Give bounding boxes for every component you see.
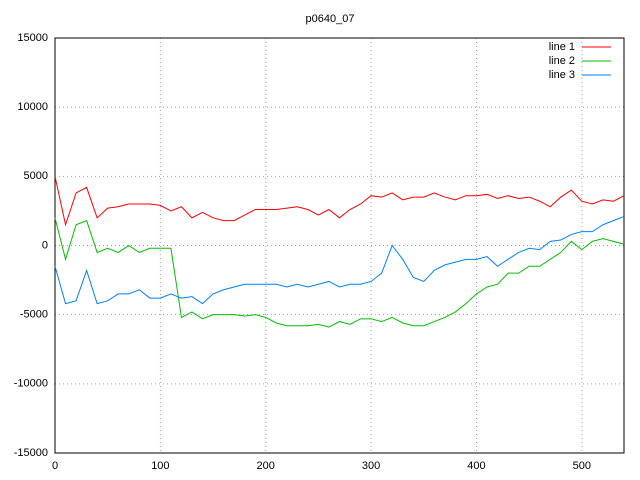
series-line [54,215,625,305]
legend-label: line 2 [549,55,575,67]
legend-label: line 1 [549,41,575,53]
y-tick-label: -15000 [14,447,48,459]
x-tick-label: 400 [467,460,485,472]
y-tick-label: 15000 [17,32,48,44]
y-tick-label: 5000 [24,170,48,182]
y-tick-label: 0 [42,239,48,251]
series-line [54,176,625,227]
y-tick-label: -5000 [20,309,48,321]
series-line [54,217,625,328]
x-tick-label: 200 [257,460,275,472]
x-tick-label: 0 [52,460,58,472]
y-tick-label: 10000 [17,101,48,113]
x-tick-label: 300 [362,460,380,472]
x-tick-label: 100 [151,460,169,472]
y-tick-label: -10000 [14,378,48,390]
legend-label: line 3 [549,69,575,81]
x-tick-label: 500 [573,460,591,472]
plot-frame [54,37,625,454]
chart-title: p0640_07 [306,13,355,25]
